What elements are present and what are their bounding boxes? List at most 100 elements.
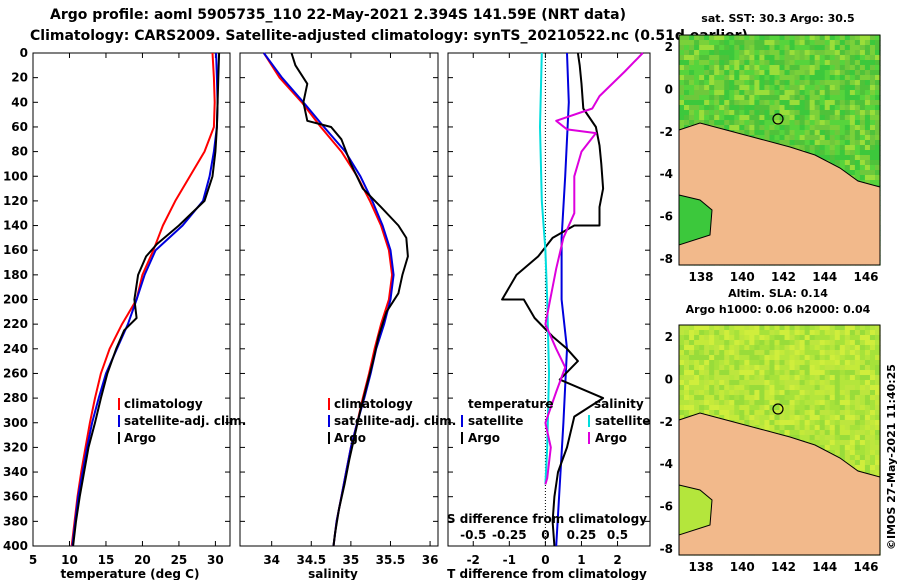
map-cell — [699, 50, 705, 56]
map-cell — [739, 340, 745, 346]
map-cell — [874, 340, 881, 346]
map-cell — [739, 410, 745, 416]
map-cell — [784, 105, 791, 111]
map-cell — [859, 390, 866, 396]
map-cell — [874, 120, 881, 126]
map-cell — [714, 380, 720, 386]
map-cell — [814, 330, 821, 336]
map-cell — [749, 370, 755, 376]
map-cell — [714, 90, 720, 96]
map-cell — [829, 365, 836, 371]
map-cell — [729, 345, 735, 351]
map-cell — [779, 55, 786, 61]
map-cell — [789, 370, 796, 376]
map-cell — [864, 355, 871, 361]
map-cell — [824, 130, 831, 136]
map-cell — [794, 50, 801, 56]
map-cell — [859, 115, 866, 121]
map-cell — [759, 50, 766, 56]
map-cell — [774, 420, 781, 426]
map-cell — [834, 380, 841, 386]
map-cell — [754, 45, 761, 51]
map-cell — [794, 40, 801, 46]
map-cell — [769, 325, 776, 331]
map-cell — [859, 460, 866, 466]
map-cell — [874, 40, 881, 46]
map-cell — [849, 340, 856, 346]
map-cell — [809, 345, 816, 351]
map-cell — [794, 380, 801, 386]
map-cell — [729, 95, 735, 101]
map-cell — [754, 90, 761, 96]
map-cell — [734, 70, 740, 76]
map-cell — [834, 425, 841, 431]
map-cell — [724, 90, 730, 96]
map-cell — [824, 380, 831, 386]
map-cell — [854, 135, 861, 141]
map-cell — [824, 325, 831, 331]
map-cell — [729, 340, 735, 346]
map-cell — [784, 405, 791, 411]
map-cell — [814, 95, 821, 101]
map-cell — [804, 40, 811, 46]
map-cell — [769, 40, 776, 46]
map-cell — [844, 70, 851, 76]
map-cell — [819, 335, 826, 341]
map-cell — [854, 35, 861, 41]
map-cell — [709, 405, 715, 411]
map-cell — [714, 345, 720, 351]
map-cell — [719, 335, 725, 341]
map-cell — [754, 340, 761, 346]
map-cell — [789, 340, 796, 346]
map-cell — [784, 80, 791, 86]
map-cell — [824, 385, 831, 391]
map-cell — [724, 80, 730, 86]
map-cell — [694, 370, 700, 376]
map-cell — [689, 110, 695, 116]
map-cell — [744, 415, 750, 421]
map-cell — [709, 375, 715, 381]
map-cell — [839, 60, 846, 66]
map-cell — [869, 325, 876, 331]
map-cell — [854, 65, 861, 71]
map-cell — [869, 440, 876, 446]
figure-title-line2: Climatology: CARS2009. Satellite-adjuste… — [30, 28, 748, 44]
s-tick-label: -0.5 — [460, 528, 486, 542]
map-cell — [734, 115, 740, 121]
map-cell — [709, 45, 715, 51]
map-cell — [749, 345, 755, 351]
map-cell — [804, 330, 811, 336]
map-cell — [804, 110, 811, 116]
map-cell — [869, 115, 876, 121]
map-cell — [679, 410, 685, 416]
map-cell — [824, 120, 831, 126]
map-cell — [749, 50, 755, 56]
map-cell — [859, 360, 866, 366]
map-cell — [774, 95, 781, 101]
map-y-tick-label: 0 — [665, 372, 673, 386]
map-cell — [844, 460, 851, 466]
map-cell — [839, 450, 846, 456]
map-cell — [749, 415, 755, 421]
map-cell — [874, 450, 881, 456]
map-cell — [859, 85, 866, 91]
map-cell — [834, 70, 841, 76]
map-cell — [809, 105, 816, 111]
map-cell — [839, 35, 846, 41]
map-cell — [864, 430, 871, 436]
map-cell — [874, 440, 881, 446]
map-cell — [864, 450, 871, 456]
map-cell — [839, 130, 846, 136]
map-cell — [769, 400, 776, 406]
map-cell — [834, 55, 841, 61]
map-cell — [834, 440, 841, 446]
map-cell — [764, 385, 771, 391]
map-cell — [784, 115, 791, 121]
map-cell — [854, 40, 861, 46]
map-x-tick-label: 146 — [853, 270, 878, 284]
map-cell — [829, 410, 836, 416]
map-cell — [684, 85, 690, 91]
map-cell — [844, 450, 851, 456]
map-cell — [764, 85, 771, 91]
map-cell — [759, 65, 766, 71]
